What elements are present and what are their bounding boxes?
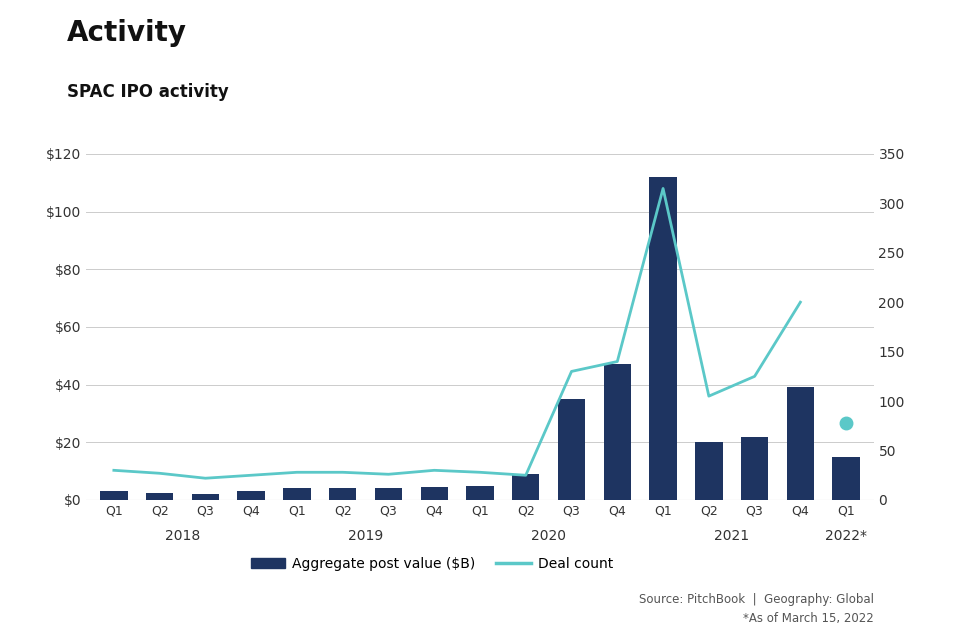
Text: *As of March 15, 2022: *As of March 15, 2022	[743, 612, 874, 625]
Bar	[741, 437, 768, 500]
Bar	[146, 493, 174, 500]
Text: 2019: 2019	[348, 529, 383, 543]
Bar	[604, 364, 631, 500]
Text: 2021: 2021	[714, 529, 750, 543]
Bar	[237, 491, 265, 500]
Bar	[283, 488, 311, 500]
Bar	[374, 488, 402, 500]
Bar	[786, 387, 814, 500]
Text: 2018: 2018	[165, 529, 200, 543]
Bar	[100, 491, 128, 500]
Text: 2022*: 2022*	[826, 529, 867, 543]
Text: SPAC IPO activity: SPAC IPO activity	[67, 83, 228, 101]
Bar	[832, 456, 860, 500]
Text: Activity: Activity	[67, 19, 187, 47]
Text: Source: PitchBook  |  Geography: Global: Source: PitchBook | Geography: Global	[638, 593, 874, 606]
Bar	[558, 399, 586, 500]
Bar	[329, 488, 356, 500]
Bar	[192, 494, 219, 500]
Bar	[467, 486, 493, 500]
Text: 2020: 2020	[531, 529, 566, 543]
Legend: Aggregate post value ($B), Deal count: Aggregate post value ($B), Deal count	[245, 551, 619, 576]
Bar	[420, 487, 448, 500]
Bar	[649, 177, 677, 500]
Bar	[695, 442, 723, 500]
Bar	[512, 474, 540, 500]
